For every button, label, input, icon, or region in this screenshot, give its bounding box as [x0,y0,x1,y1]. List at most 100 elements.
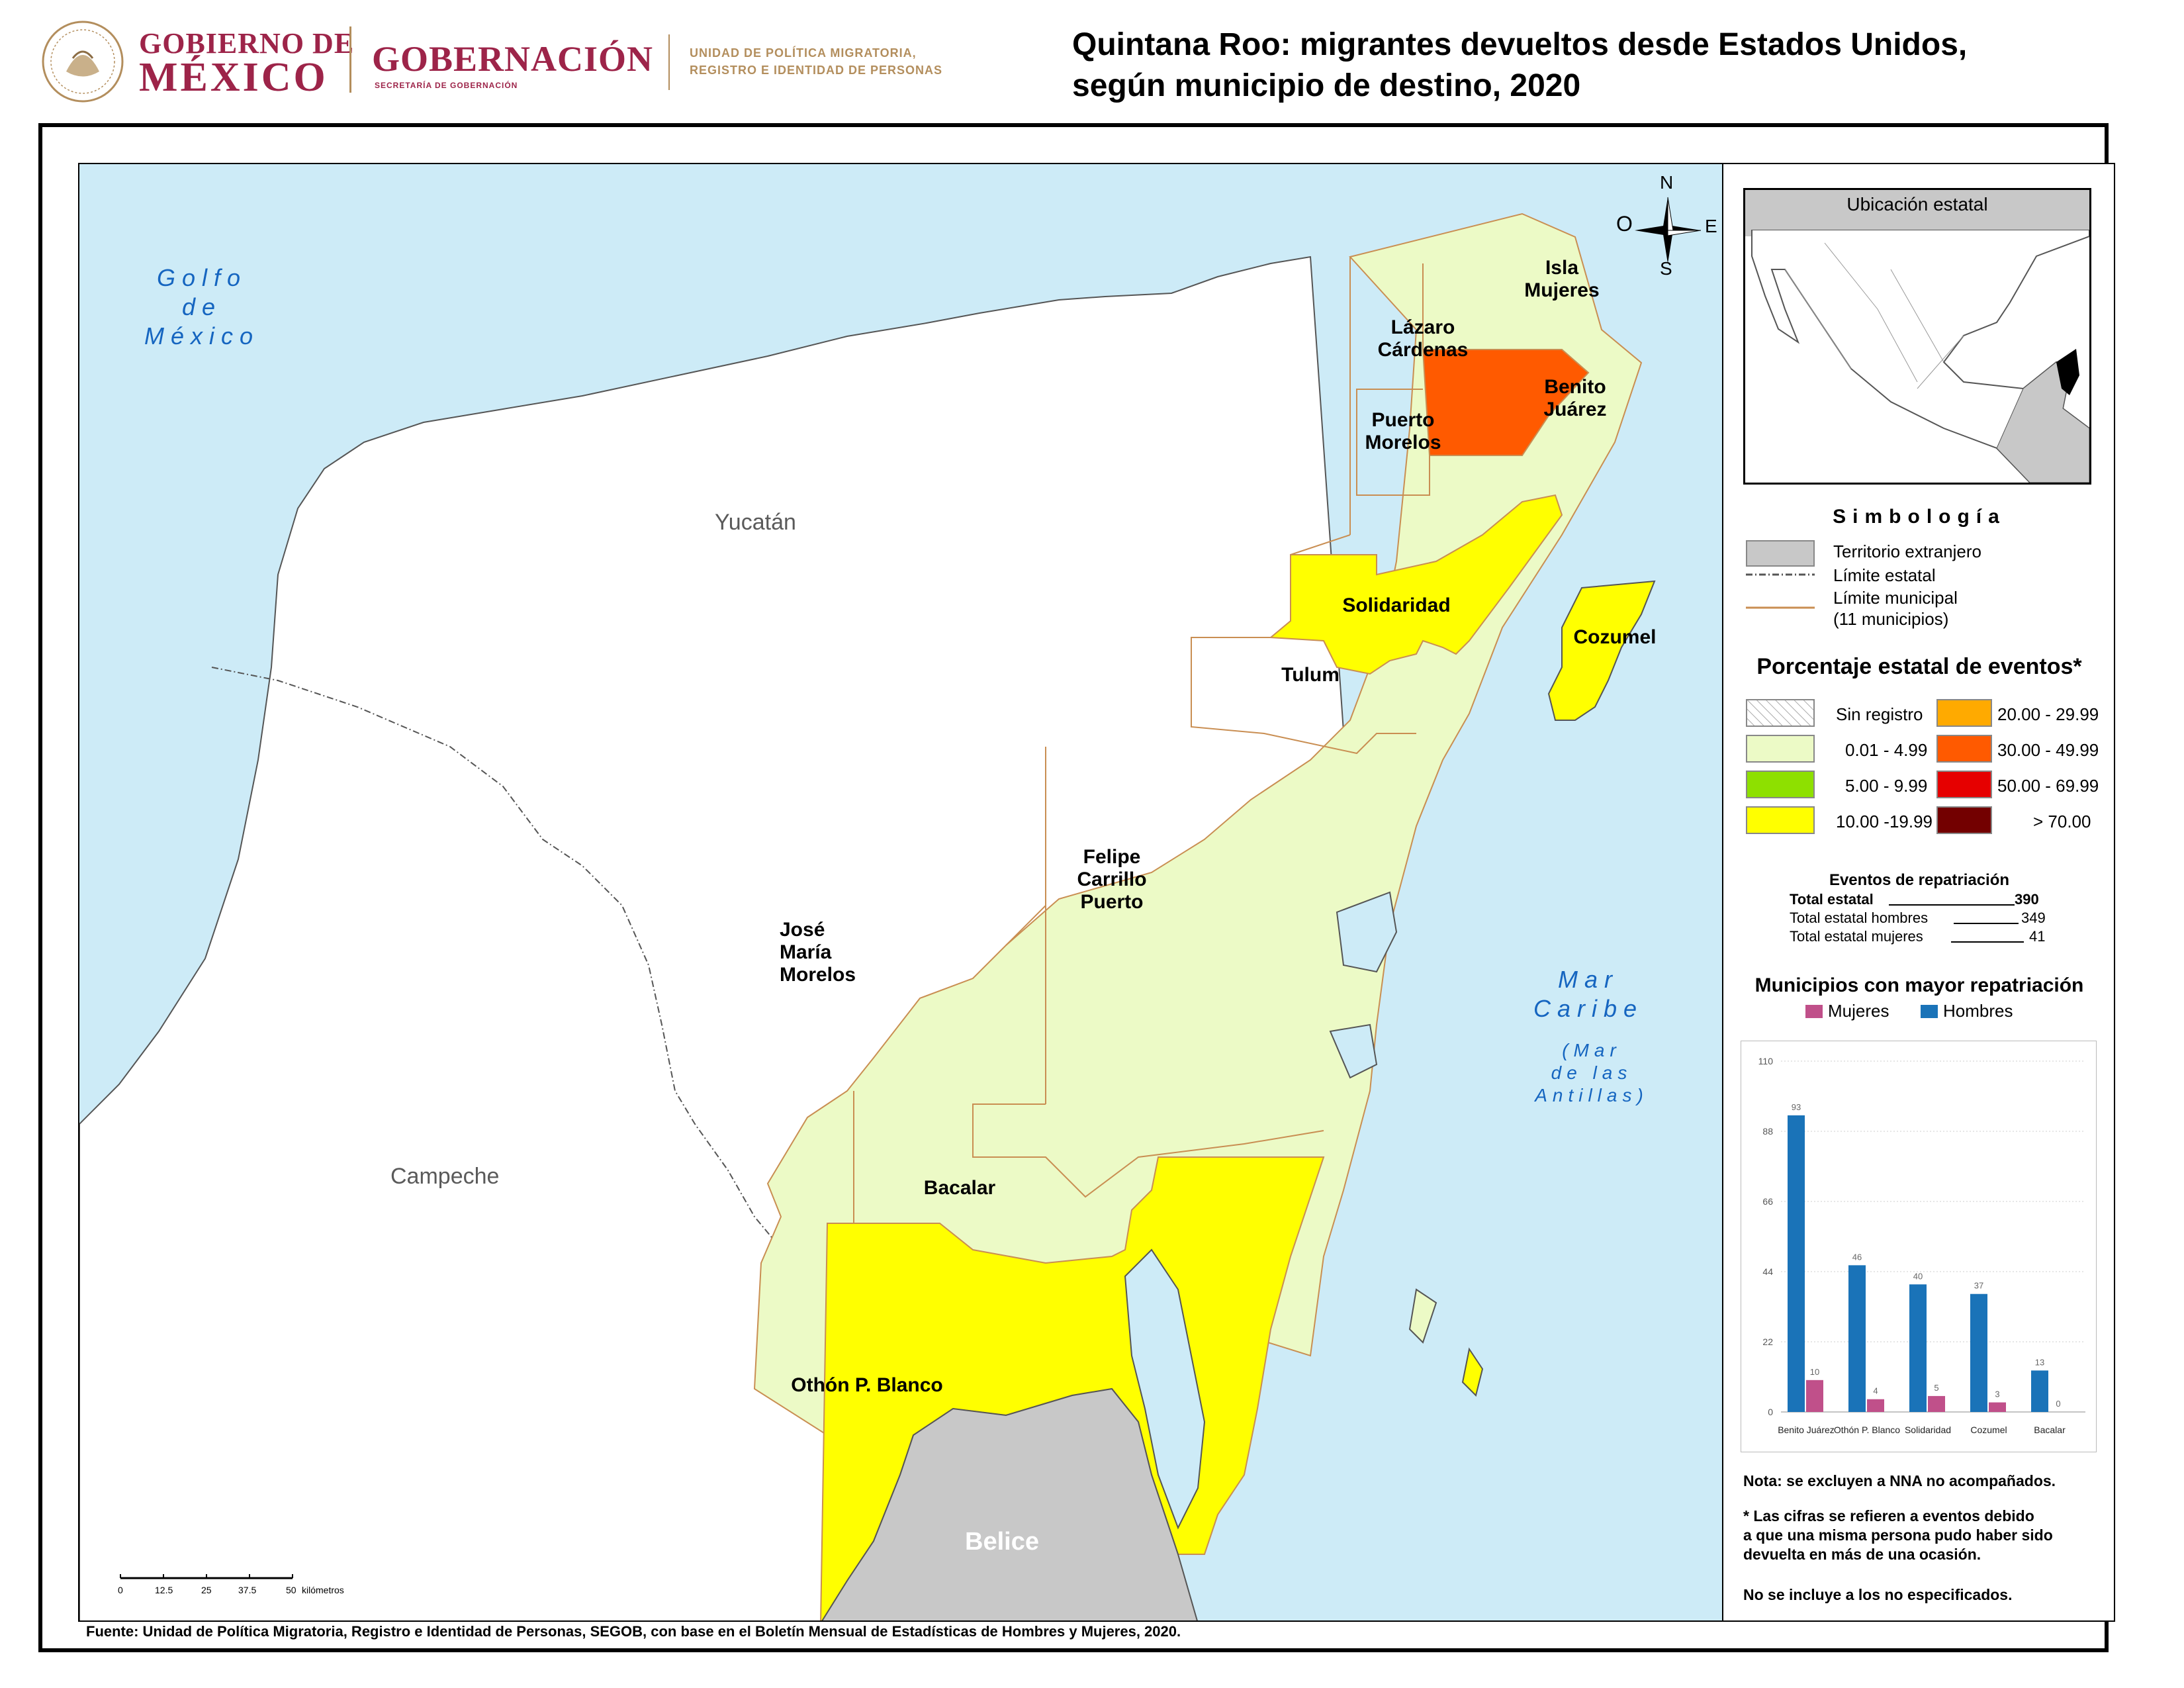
men-leader-line [1954,923,2019,924]
y-tick-label-5: 110 [1758,1056,1774,1066]
caribe-word: Caribe [1533,995,1644,1022]
state-limit-line [1746,573,1815,576]
gobierno-de-text: GOBIERNO DE [139,27,355,60]
note-events: * Las cifras se refieren a eventos debid… [1743,1507,2053,1563]
swatch-10-20 [1746,806,1815,834]
scale-unit: kilómetros [302,1585,344,1595]
y-tick-label-4: 88 [1762,1126,1773,1137]
label-bacalar: Bacalar [923,1177,996,1199]
bar-hombres-3 [1970,1293,1987,1412]
repatriation-bar-chart: 0 22 44 66 88 110 93 10 Benito Juárez 46 4 Othón P.… [1741,1041,2097,1452]
label-sin-registro: Sin registro [1836,704,1923,724]
compass-s: S [1660,258,1672,279]
secretaria-text: SECRETARÍA DE GOBERNACIÓN [375,81,518,90]
women-leader-line [1951,941,2024,943]
bar-mujeres-1 [1867,1399,1884,1412]
women-value: 41 [2029,928,2046,945]
total-leader-line [1889,904,2015,906]
state-limit-label: Límite estatal [1833,565,1936,585]
antillas-line-3: Antillas) [1535,1085,1649,1105]
swatch-70-plus [1936,806,1992,834]
bar-hombres-4 [2031,1370,2048,1412]
de-word: de [181,293,222,320]
coat-of-arms-seal [42,21,124,103]
map-title-line-2: según municipio de destino, 2020 [1072,68,1581,103]
label-lazaro-cardenas: Lázaro Cárdenas [1377,316,1469,361]
compass-n: N [1660,172,1674,193]
men-value: 349 [2021,910,2046,926]
bar-mujeres-2 [1928,1395,1945,1412]
swatch-0-5 [1746,735,1815,763]
upm-line-2: REGISTRO E IDENTIDAD DE PERSONAS [690,64,943,77]
total-label: Total estatal [1790,891,1874,908]
y-tick-label-0: 0 [1768,1407,1773,1417]
swatch-5-10 [1746,771,1815,798]
banco-chinchorro [1461,1347,1484,1397]
total-value: 390 [2015,891,2039,908]
note-no-especificados: No se incluye a los no especificados. [1743,1586,2013,1603]
upm-line-1: UNIDAD DE POLÍTICA MIGRATORIA, [690,46,917,60]
ascension-bay [1336,891,1398,973]
mar-caribe-label: Mar Caribe [1516,965,1661,1023]
data-label-hombres-0: 93 [1792,1102,1801,1112]
solidaridad-area [1269,494,1563,675]
bar-mujeres-3 [1989,1402,2006,1412]
data-label-mujeres-2: 5 [1934,1383,1938,1393]
chetumal-bay [1124,1248,1206,1530]
mexico-word: México [144,322,260,350]
foreign-territory-label: Territorio extranjero [1833,541,1981,561]
data-label-hombres-2: 40 [1913,1271,1923,1281]
bar-hombres-0 [1788,1115,1805,1412]
map-title-line-1: Quintana Roo: migrantes devueltos desde … [1072,27,1968,62]
small-island [1408,1288,1437,1344]
label-jose-maria-morelos: José María Morelos [780,919,856,986]
simbologia-title: Simbología [1833,506,2006,528]
legend-hombres-label: Hombres [1943,1001,2013,1021]
legend-hombres-swatch [1921,1005,1938,1018]
antillas-line-1: (Mar [1562,1040,1621,1060]
compass-e: E [1705,216,1717,236]
label-felipe-carrillo-puerto: Felipe Carrillo Puerto [1077,846,1147,913]
men-label: Total estatal hombres [1790,910,1929,926]
muni-borders [853,257,1430,1223]
cozumel-island [1547,580,1656,721]
label-5-10: 5.00 - 9.99 [1845,776,1928,796]
legend-mujeres-label: Mujeres [1828,1001,1889,1021]
location-inset: Ubicación estatal [1743,188,2091,485]
yucatan-label: Yucatán [715,510,796,535]
swatch-30-50 [1936,735,1992,763]
y-tick-label-3: 66 [1762,1196,1773,1207]
header-divider [349,26,351,93]
municipal-limit-label: Límite municipal [1833,588,1958,608]
swatch-20-30 [1936,699,1992,727]
location-title: Ubicación estatal [1846,194,1988,214]
municipal-count-label: (11 municipios) [1833,609,1949,629]
belize-territory [821,1387,1198,1620]
scale-tick-3: 37.5 [238,1585,257,1595]
data-label-mujeres-3: 3 [1995,1389,1999,1399]
women-label: Total estatal mujeres [1790,928,1923,945]
map-svg [79,212,1656,1620]
gobernacion-logo-text: GOBERNACIÓN [372,39,654,79]
label-solidaridad: Solidaridad [1342,594,1451,616]
x-tick-label-3: Cozumel [1970,1425,2007,1435]
belice-label: Belice [965,1528,1039,1556]
espiritu-santo-bay [1329,1023,1378,1079]
qroo-light-green [753,212,1643,1489]
campeche-label: Campeche [390,1164,500,1189]
label-benito-juarez: Benito Juárez [1543,376,1607,420]
y-tick-label-1: 22 [1762,1336,1773,1347]
scale-bar [120,1574,293,1579]
y-tick-label-2: 44 [1762,1266,1773,1277]
swatch-sin-registro [1746,699,1815,727]
data-label-mujeres-0: 10 [1810,1367,1819,1377]
state-border-yuc-camp [211,667,788,1257]
legend-sidebar: Ubicación estatal Simbología Territorio … [1723,163,2115,1622]
scale-tick-4: 50 [286,1585,296,1595]
x-tick-label-0: Benito Juárez [1778,1425,1835,1435]
swatch-50-70 [1936,771,1992,798]
bar-hombres-1 [1848,1265,1866,1412]
foreign-territory-swatch [1746,540,1815,567]
legend-mujeres-swatch [1805,1005,1823,1018]
compass-rose-icon [1635,197,1702,263]
